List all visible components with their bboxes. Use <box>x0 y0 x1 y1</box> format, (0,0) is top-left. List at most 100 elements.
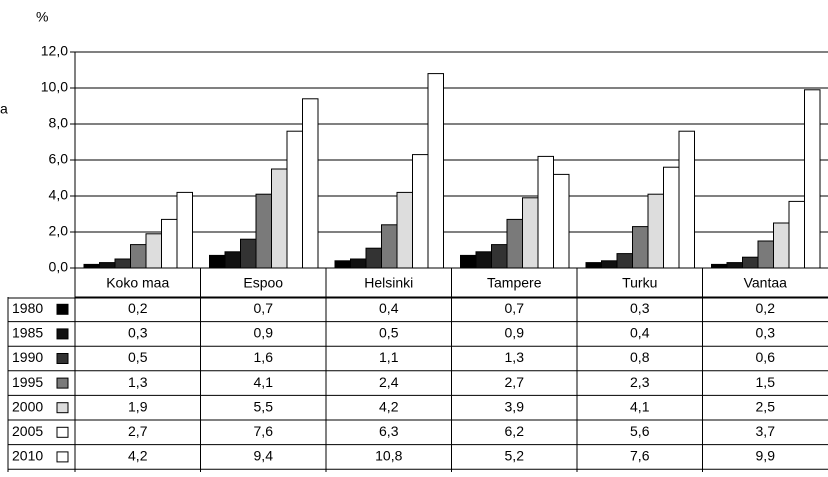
data-label: 0,9 <box>254 325 274 341</box>
legend-label: 2000 <box>12 398 43 414</box>
data-label: 10,8 <box>375 448 402 464</box>
x-tick-label: Turku <box>622 275 657 291</box>
y-tick-label: 0,0 <box>49 259 69 275</box>
data-label: 2,3 <box>630 374 650 390</box>
bar <box>773 222 790 269</box>
bar <box>678 130 695 269</box>
bar <box>742 256 759 269</box>
bar <box>396 191 413 269</box>
bar <box>365 247 382 269</box>
bar <box>711 263 728 269</box>
bar <box>130 244 147 269</box>
data-label: 0,3 <box>128 325 148 341</box>
bar <box>224 251 241 269</box>
bar <box>255 193 272 269</box>
data-label: 0,7 <box>505 300 525 316</box>
y-tick-label: 12,0 <box>41 43 68 59</box>
bar <box>286 130 303 269</box>
annotation: a <box>0 101 8 117</box>
data-label: 0,9 <box>505 325 525 341</box>
bar <box>161 218 178 269</box>
bar <box>585 262 602 269</box>
y-tick-label: 4,0 <box>49 187 69 203</box>
legend-label: 1985 <box>12 325 43 341</box>
bar <box>412 154 429 269</box>
bar <box>647 193 664 269</box>
bar <box>616 253 633 269</box>
data-label: 0,6 <box>756 349 776 365</box>
data-label: 0,2 <box>756 300 776 316</box>
data-label: 2,7 <box>128 423 148 439</box>
data-label: 0,3 <box>630 300 650 316</box>
data-label: 4,1 <box>630 398 650 414</box>
y-tick-label: 2,0 <box>49 223 69 239</box>
bar <box>240 238 257 269</box>
legend-label: 1990 <box>12 349 43 365</box>
bar <box>209 254 226 269</box>
data-label: 2,7 <box>505 374 525 390</box>
data-label: 6,2 <box>505 423 525 439</box>
data-label: 1,5 <box>756 374 776 390</box>
x-tick-label: Helsinki <box>364 275 413 291</box>
data-label: 5,5 <box>254 398 274 414</box>
data-label: 2,4 <box>379 374 399 390</box>
data-label: 0,4 <box>379 300 399 316</box>
bar <box>350 258 367 269</box>
legend-label: 2010 <box>12 448 43 464</box>
data-label: 1,6 <box>254 349 274 365</box>
bar <box>145 233 162 269</box>
data-label: 7,6 <box>254 423 274 439</box>
bar <box>506 218 523 269</box>
data-label: 4,2 <box>128 448 148 464</box>
bar <box>475 251 492 269</box>
data-label: 0,8 <box>630 349 650 365</box>
bar <box>663 166 680 269</box>
bar <box>271 168 288 269</box>
bar <box>726 262 743 269</box>
y-tick-label: 10,0 <box>41 79 68 95</box>
data-label: 0,5 <box>379 325 399 341</box>
data-label: 6,3 <box>379 423 399 439</box>
y-axis-label: % <box>36 9 48 25</box>
bar <box>537 155 554 269</box>
y-tick-label: 8,0 <box>49 115 69 131</box>
bar <box>334 260 351 269</box>
legend-swatch <box>56 328 69 340</box>
legend-swatch <box>56 426 69 438</box>
data-label: 3,9 <box>505 398 525 414</box>
bar <box>114 258 131 269</box>
bar <box>381 224 398 269</box>
data-label: 0,7 <box>254 300 274 316</box>
data-label: 0,4 <box>630 325 650 341</box>
y-tick-label: 6,0 <box>49 151 69 167</box>
data-label: 1,3 <box>505 349 525 365</box>
data-label: 2,5 <box>756 398 776 414</box>
legend-label: 2005 <box>12 423 43 439</box>
legend-swatch <box>56 451 69 463</box>
bar <box>427 73 444 269</box>
bar <box>491 244 508 269</box>
data-label: 4,2 <box>379 398 399 414</box>
bar <box>83 263 100 269</box>
bar <box>788 200 805 269</box>
bar <box>804 89 821 269</box>
legend-swatch <box>56 303 69 315</box>
x-tick-label: Koko maa <box>106 275 169 291</box>
bar <box>757 240 774 269</box>
x-tick-label: Vantaa <box>744 275 788 291</box>
legend-label: 1995 <box>12 374 43 390</box>
data-label: 1,9 <box>128 398 148 414</box>
bar <box>302 98 319 269</box>
data-label: 5,6 <box>630 423 650 439</box>
data-label: 3,7 <box>756 423 776 439</box>
legend-swatch <box>56 353 69 364</box>
legend-swatch <box>56 377 69 389</box>
data-label: 7,6 <box>630 448 650 464</box>
data-label: 0,3 <box>756 325 776 341</box>
legend-swatch <box>56 402 69 414</box>
bar <box>553 173 570 269</box>
bar <box>460 254 477 269</box>
data-label: 9,9 <box>756 448 776 464</box>
bar <box>522 197 539 269</box>
